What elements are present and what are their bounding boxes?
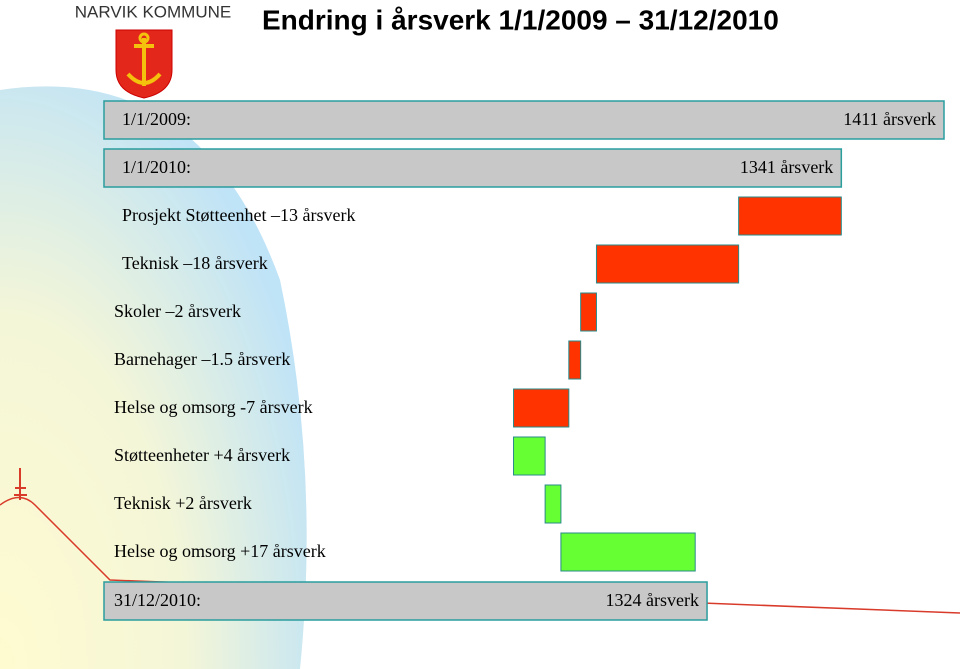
step-bar [595,244,740,284]
total-label: 1/1/2010: [122,157,191,177]
step-bar [544,484,562,524]
total-value-label: 1411 årsverk [843,109,936,129]
chart-title: Endring i årsverk 1/1/2009 – 31/12/2010 [262,4,779,35]
step-bar [560,532,696,572]
step-bar [580,292,597,332]
step-bar [568,340,582,380]
total-label: 1/1/2009: [122,109,191,129]
total-value-label: 1341 årsverk [740,157,833,177]
step-bar [513,388,570,428]
total-bar [103,100,945,140]
step-label: Helse og omsorg +17 årsverk [114,541,326,561]
step-label: Teknisk –18 årsverk [122,253,268,273]
step-label: Prosjekt Støtteenhet –13 årsverk [122,205,355,225]
step-label: Støtteenheter +4 årsverk [114,445,290,465]
step-bar [513,436,546,476]
step-bar [738,196,842,236]
step-label: Teknisk +2 årsverk [114,493,252,513]
background-decoration [0,86,960,669]
step-label: Barnehager –1.5 årsverk [114,349,290,369]
total-label: 31/12/2010: [114,590,201,610]
total-bar [103,581,708,621]
logo-text: NARVIK KOMMUNE [75,2,232,21]
total-bar [103,148,843,188]
step-label: Helse og omsorg -7 årsverk [114,397,313,417]
total-value-label: 1324 årsverk [606,590,699,610]
step-label: Skoler –2 årsverk [114,301,241,321]
logo: NARVIK KOMMUNE [75,2,232,99]
